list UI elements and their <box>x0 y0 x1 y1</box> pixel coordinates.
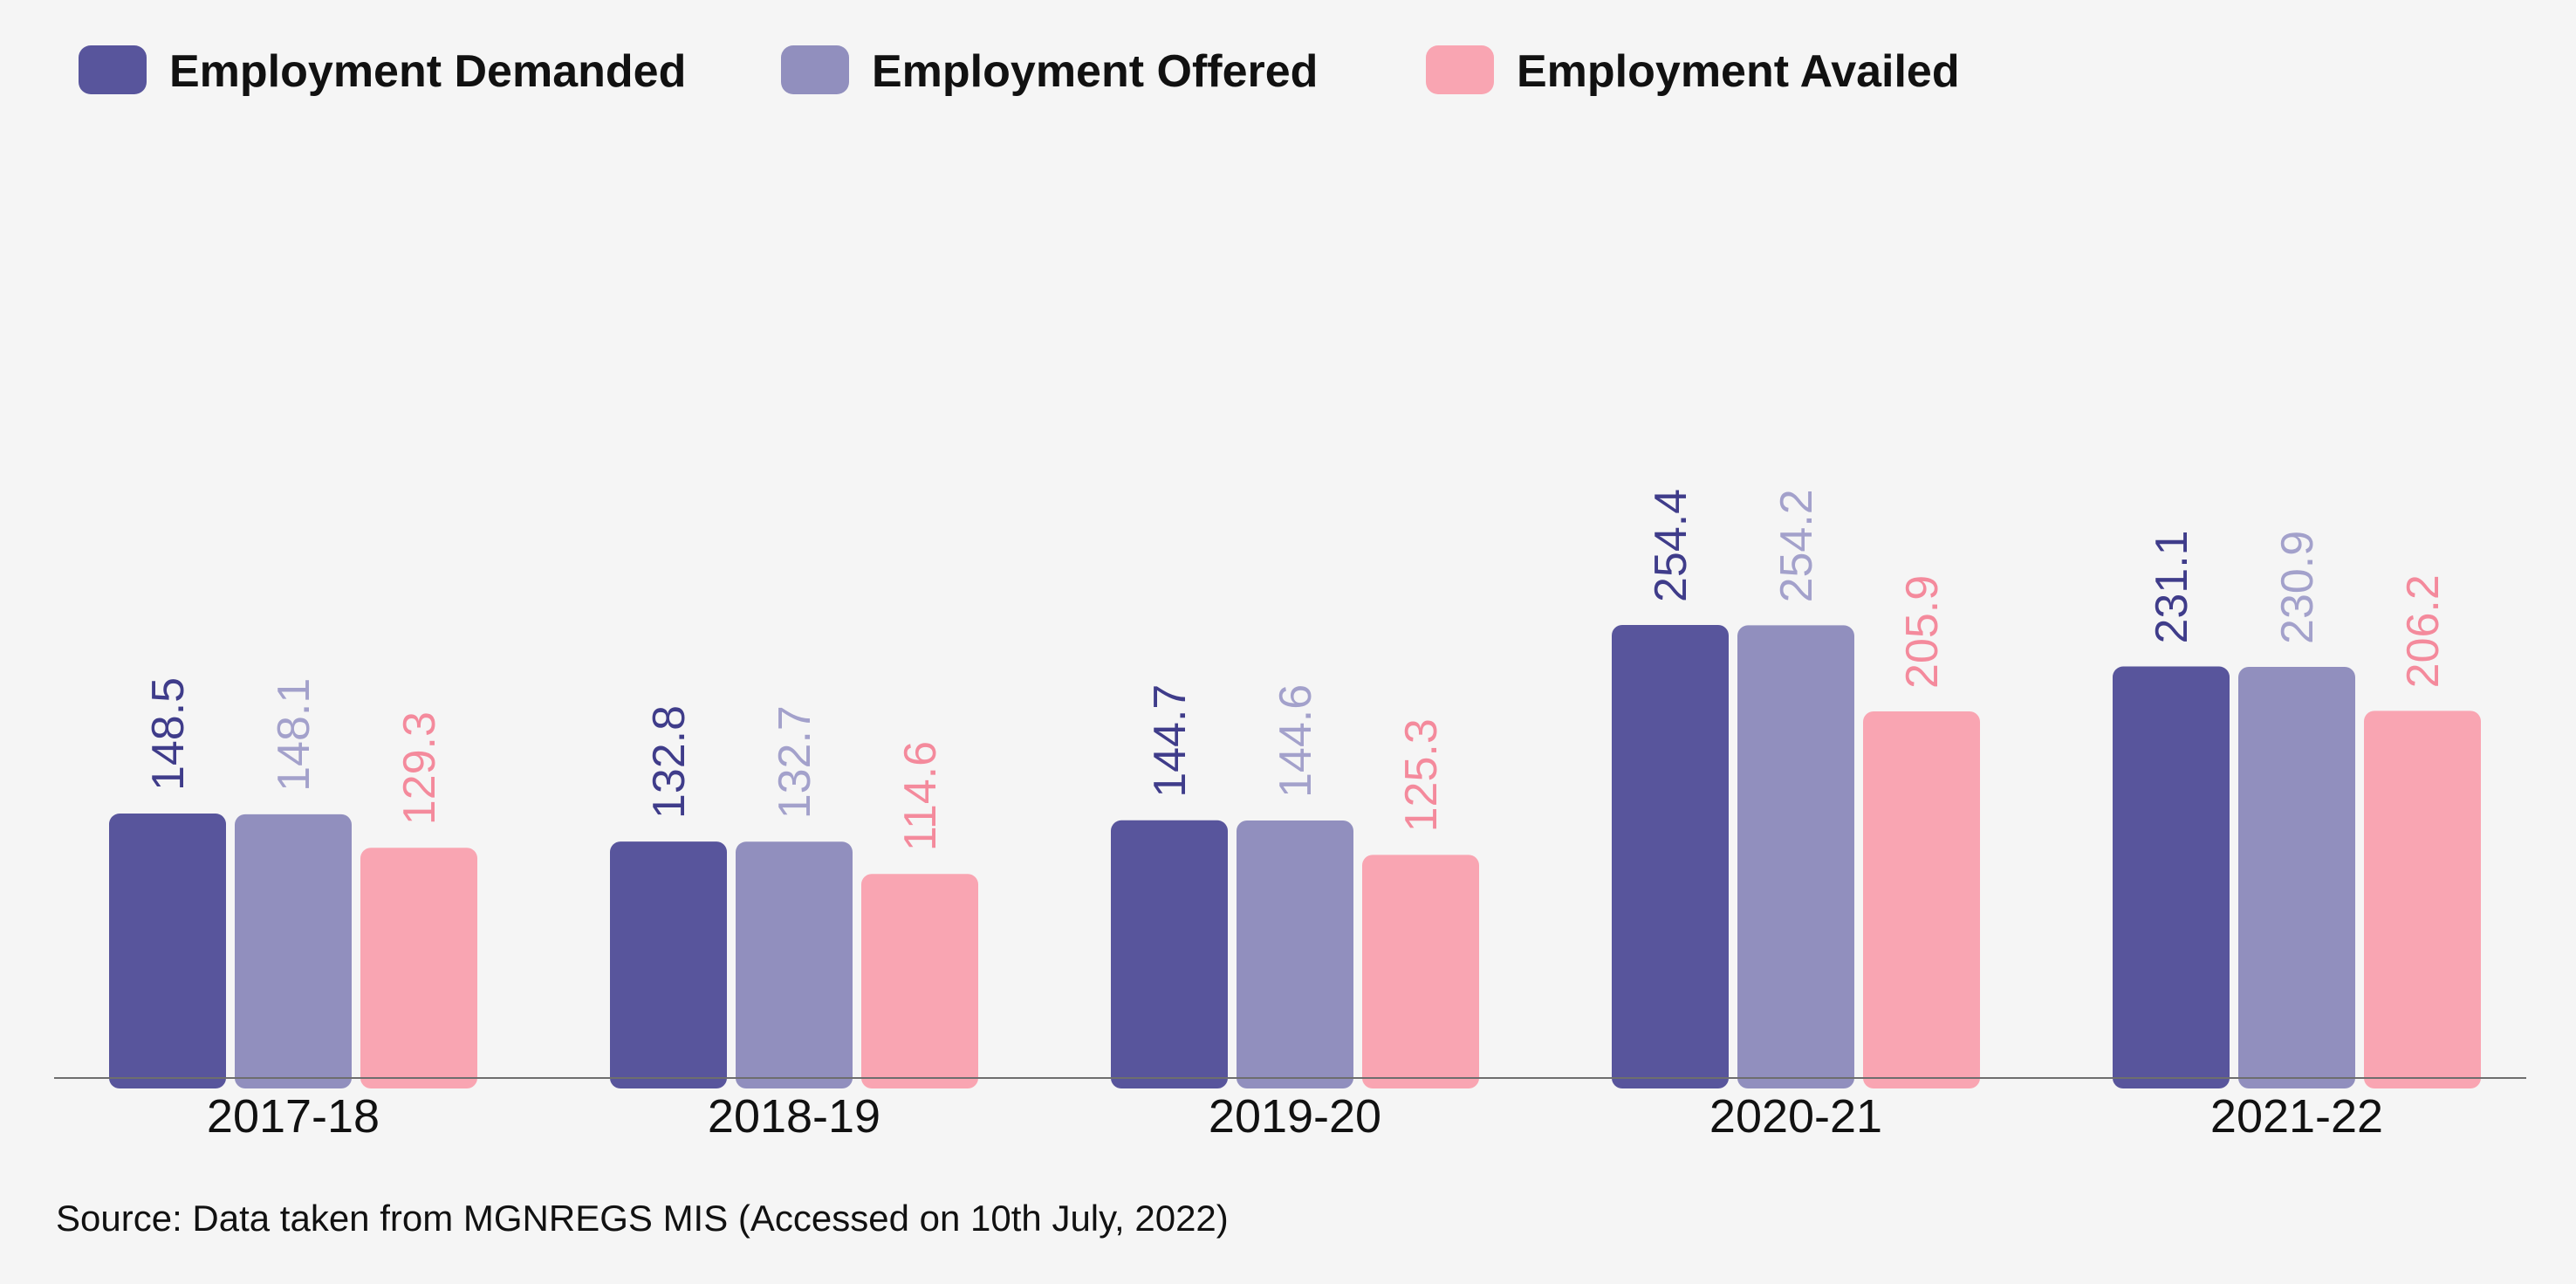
x-tick-labels: 2017-18 2018-19 2019-20 2020-21 2021-22 <box>207 1090 2383 1143</box>
bar-2019-20-series-1 <box>1111 820 1228 1088</box>
x-tick-label-2019-20: 2019-20 <box>1209 1090 1381 1143</box>
source-note: Source: Data taken from MGNREGS MIS (Acc… <box>56 1198 1229 1239</box>
x-tick-label-2021-22: 2021-22 <box>2210 1090 2383 1143</box>
bar-2019-20-series-3 <box>1362 855 1479 1088</box>
x-tick-label-2017-18: 2017-18 <box>207 1090 380 1143</box>
bar-2021-22-series-1 <box>2113 666 2230 1088</box>
value-label-2021-22-series-1: 231.1 <box>2147 530 2197 643</box>
bar-2017-18-series-2 <box>235 814 352 1088</box>
legend-label-2: Employment Offered <box>872 46 1318 97</box>
bar-2020-21-series-3 <box>1863 711 1980 1088</box>
legend-label-1: Employment Demanded <box>169 46 686 97</box>
legend-swatch-3 <box>1426 45 1494 94</box>
bar-group-2018-19: 132.8 132.7 114.6 <box>610 705 978 1088</box>
value-label-2018-19-series-3: 114.6 <box>895 741 946 851</box>
x-tick-label-2020-21: 2020-21 <box>1709 1090 1882 1143</box>
value-label-2020-21-series-3: 205.9 <box>1897 575 1948 689</box>
value-label-2018-19-series-1: 132.8 <box>644 705 695 819</box>
bar-2017-18-series-1 <box>109 814 226 1088</box>
value-label-2017-18-series-2: 148.1 <box>269 678 319 792</box>
value-label-2017-18-series-3: 129.3 <box>394 711 445 825</box>
bar-groups: 148.5 148.1 129.3 132.8 132.7 114.6 144.7 144.6… <box>109 489 2481 1088</box>
legend-swatch-1 <box>79 45 147 94</box>
bar-2018-19-series-1 <box>610 841 727 1088</box>
bar-2021-22-series-2 <box>2238 666 2355 1088</box>
bar-group-2020-21: 254.4 254.2 205.9 <box>1612 489 1980 1088</box>
value-label-2021-22-series-2: 230.9 <box>2272 531 2323 644</box>
bar-2021-22-series-3 <box>2364 711 2481 1088</box>
value-label-2020-21-series-2: 254.2 <box>1771 489 1822 602</box>
value-label-2019-20-series-1: 144.7 <box>1145 684 1196 798</box>
x-tick-label-2018-19: 2018-19 <box>708 1090 880 1143</box>
bar-2020-21-series-2 <box>1737 625 1854 1088</box>
bar-2017-18-series-3 <box>360 848 477 1088</box>
bar-2018-19-series-3 <box>861 874 978 1088</box>
value-label-2018-19-series-2: 132.7 <box>770 705 820 819</box>
value-label-2019-20-series-2: 144.6 <box>1271 684 1321 798</box>
chart-legend: Employment Demanded Employment Offered Emp… <box>79 45 1960 97</box>
value-label-2019-20-series-3: 125.3 <box>1396 718 1447 832</box>
bar-2019-20-series-2 <box>1237 821 1353 1088</box>
legend-label-3: Employment Availed <box>1517 46 1960 97</box>
bar-group-2017-18: 148.5 148.1 129.3 <box>109 677 477 1088</box>
bar-2018-19-series-2 <box>736 841 853 1088</box>
value-label-2021-22-series-3: 206.2 <box>2398 574 2449 688</box>
legend-swatch-2 <box>781 45 849 94</box>
value-label-2017-18-series-1: 148.5 <box>143 677 194 791</box>
value-label-2020-21-series-1: 254.4 <box>1646 489 1696 602</box>
bar-2020-21-series-1 <box>1612 625 1729 1088</box>
bar-group-2019-20: 144.7 144.6 125.3 <box>1111 684 1479 1088</box>
bar-group-2021-22: 231.1 230.9 206.2 <box>2113 530 2481 1088</box>
